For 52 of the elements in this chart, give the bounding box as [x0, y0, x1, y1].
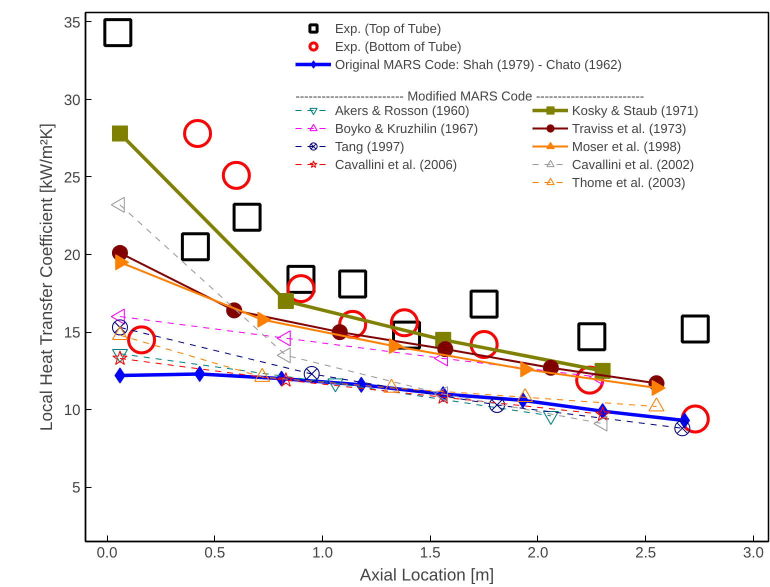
point	[594, 406, 610, 421]
x-tick-label: 1.0	[312, 544, 333, 562]
legend-label: Exp. (Top of Tube)	[335, 20, 442, 36]
point	[112, 350, 128, 366]
x-tick-label: 0.5	[204, 544, 226, 562]
annotation: ------------------------- Modified MARS Code -------------------------	[296, 88, 644, 104]
y-tick-label: 15	[64, 324, 81, 342]
x-tick-label: 1.5	[420, 544, 441, 562]
point	[437, 341, 454, 358]
x-tick-label: 2.0	[528, 544, 548, 562]
point	[338, 269, 368, 298]
legend-label: Cavallini et al. (2006)	[335, 156, 458, 172]
point	[470, 290, 499, 319]
y-tick-label: 35	[64, 14, 81, 32]
point	[127, 325, 156, 354]
legend-label: Thome et al. (2003)	[572, 174, 686, 190]
y-tick-label: 5	[72, 480, 80, 497]
x-axis-title: Axial Location [m]	[360, 566, 494, 584]
legend-label: Kosky & Staub (1971)	[572, 102, 698, 118]
y-axis-title: Local Heat Transfer Coefficient [kW/m²K]	[36, 123, 56, 431]
point	[112, 319, 128, 336]
x-tick-label: 3.0	[742, 544, 764, 562]
y-tick-label: 10	[64, 402, 81, 420]
point	[286, 274, 316, 304]
point	[577, 322, 606, 352]
point	[278, 293, 294, 310]
legend-label: Tang (1997)	[335, 138, 404, 154]
legend-label: Original MARS Code: Shah (1979) - Chato (1962)	[335, 56, 622, 72]
legend-label: Exp. (Bottom of Tube)	[335, 38, 462, 54]
point	[680, 314, 710, 344]
point	[489, 397, 506, 413]
point	[278, 372, 294, 387]
point	[222, 160, 251, 190]
point	[183, 119, 212, 148]
point	[680, 404, 710, 434]
point	[436, 389, 451, 404]
legend-label: Akers & Rosson (1960)	[335, 102, 470, 118]
point	[103, 18, 132, 48]
x-tick-label: 2.5	[635, 544, 656, 562]
point	[674, 420, 690, 436]
legend-label: Cavallini et al. (2002)	[572, 156, 694, 172]
legend-label: Boyko & Kruzhilin (1967)	[335, 120, 478, 136]
point	[180, 232, 210, 262]
y-tick-label: 30	[64, 92, 81, 109]
point	[304, 366, 320, 382]
legend-label: Traviss et al. (1973)	[572, 120, 686, 136]
legend-label: Moser et al. (1998)	[572, 138, 682, 154]
point	[112, 126, 128, 142]
y-tick-label: 20	[64, 247, 81, 264]
point	[232, 202, 262, 232]
y-tick-label: 25	[64, 169, 81, 186]
x-tick-label: 0.0	[96, 544, 118, 562]
